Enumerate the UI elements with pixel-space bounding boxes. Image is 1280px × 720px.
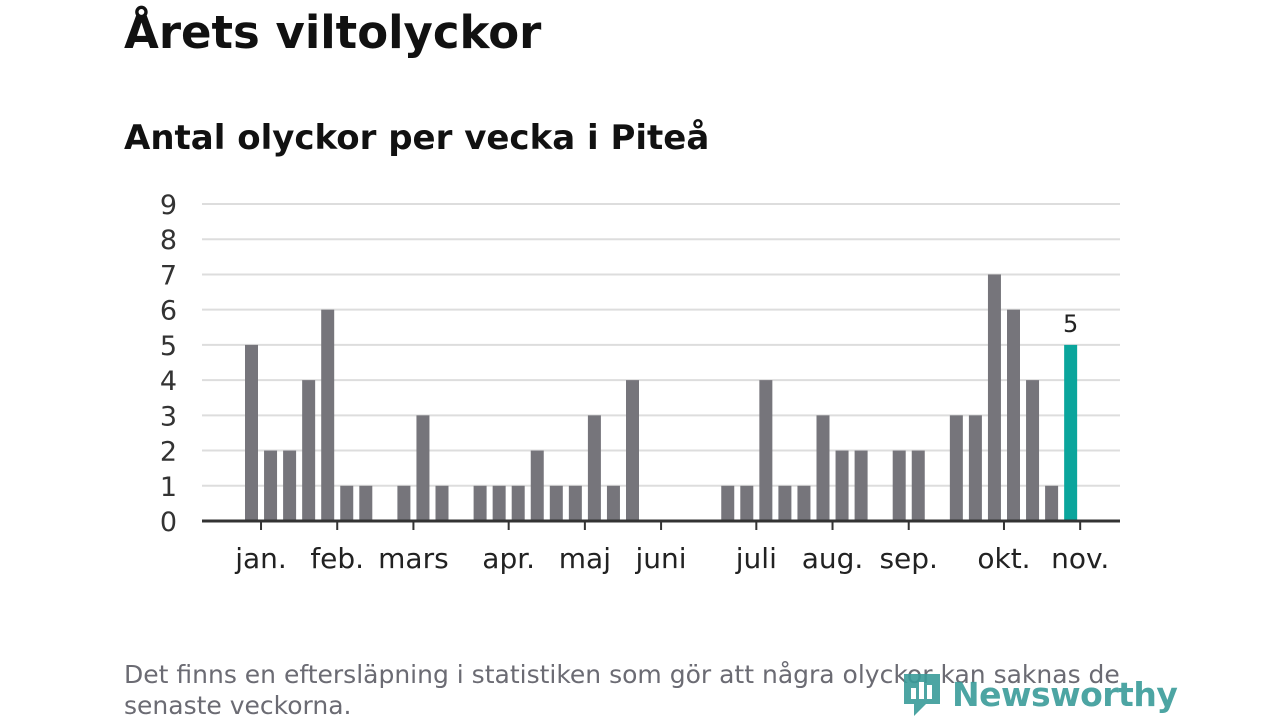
month-label: okt. (977, 542, 1030, 575)
bar (549, 485, 563, 521)
y-tick-label: 6 (160, 296, 177, 327)
bar (816, 415, 830, 521)
y-tick-label: 2 (160, 437, 177, 468)
bar (568, 485, 582, 521)
bar (1007, 309, 1020, 521)
y-tick-label: 1 (160, 472, 177, 503)
bar (321, 309, 335, 521)
bar (264, 450, 278, 521)
bar (340, 485, 354, 521)
bar (511, 485, 525, 521)
newsworthy-logo[interactable]: Newsworthy (900, 668, 1178, 720)
bars (245, 274, 1078, 521)
logo-text: Newsworthy (952, 674, 1178, 714)
footnote: Det finns en eftersläpning i statistiken… (124, 660, 1120, 720)
bar (987, 274, 1001, 521)
bar (626, 380, 639, 521)
bar (587, 415, 601, 521)
month-label: nov. (1051, 542, 1109, 575)
bar (949, 415, 963, 521)
bar (283, 450, 297, 521)
month-label: juni (635, 542, 687, 575)
chart-title: Årets viltolyckor (124, 6, 542, 59)
y-tick-label: 0 (160, 507, 177, 538)
bar (245, 344, 258, 521)
bar (473, 485, 487, 521)
y-tick-label: 8 (160, 225, 177, 256)
bar (854, 450, 868, 521)
month-label: apr. (482, 542, 535, 575)
bar (759, 380, 773, 521)
bar-chart: 0 1 2 3 4 5 6 7 8 9 jan. feb. mars apr. maj juni juli au… (160, 190, 1120, 575)
highlight-value-label: 5 (1063, 310, 1078, 338)
newsworthy-logo-icon (904, 674, 940, 716)
month-label: aug. (802, 542, 864, 575)
bar (797, 485, 811, 521)
bar (1045, 485, 1059, 521)
bar (721, 485, 735, 521)
bar-highlight (1064, 344, 1078, 521)
bar (911, 450, 925, 521)
bar (740, 485, 754, 521)
bar (892, 450, 906, 521)
bar (359, 485, 373, 521)
bar (397, 485, 411, 521)
y-tick-label: 4 (160, 366, 177, 397)
bar (968, 415, 982, 521)
bar (435, 485, 449, 521)
month-labels: jan. feb. mars apr. maj juni juli aug. sep. okt. n… (234, 521, 1109, 575)
month-label: juli (735, 542, 777, 575)
y-tick-label: 9 (160, 190, 177, 221)
data-labels: 5 (1063, 310, 1078, 338)
y-tick-label: 5 (160, 331, 177, 362)
bar (492, 485, 506, 521)
bar (1026, 380, 1040, 521)
month-label: feb. (310, 542, 364, 575)
bar (302, 380, 316, 521)
grid-lines (202, 203, 1120, 487)
month-label: mars (378, 542, 449, 575)
bar (530, 450, 544, 521)
chart-subtitle: Antal olyckor per vecka i Piteå (124, 118, 710, 158)
month-label: maj (559, 542, 611, 575)
y-axis-ticks: 0 1 2 3 4 5 6 7 8 9 (160, 190, 177, 538)
y-tick-label: 7 (160, 260, 177, 291)
bar (835, 450, 849, 521)
month-label: jan. (234, 542, 287, 575)
y-tick-label: 3 (160, 401, 177, 432)
month-label: sep. (879, 542, 938, 575)
bar (416, 415, 430, 521)
bar (778, 485, 792, 521)
bar (606, 485, 620, 521)
